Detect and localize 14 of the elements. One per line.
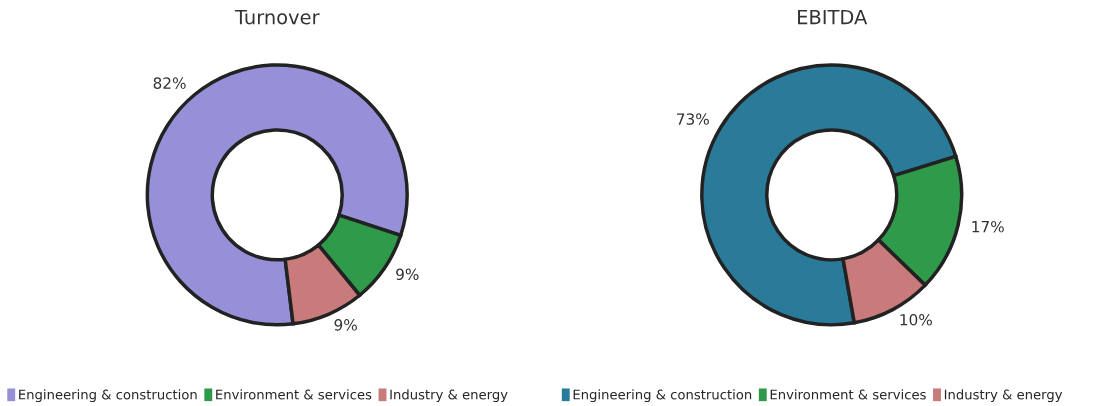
data-label: 73% xyxy=(677,113,709,125)
chart-title: Turnover xyxy=(234,9,320,25)
data-label: 10% xyxy=(900,313,932,326)
legend-label: Engineering & construction xyxy=(573,389,752,403)
legend-label: Industry & energy xyxy=(944,389,1063,403)
data-label: 82% xyxy=(153,77,186,89)
data-label: 9% xyxy=(396,268,419,281)
data-label: 9% xyxy=(334,319,357,331)
legend-label: Industry & energy xyxy=(390,389,508,403)
legend-label: Engineering & construction xyxy=(19,389,197,403)
data-label: 17% xyxy=(972,220,1004,233)
chart-title: EBITDA xyxy=(798,9,868,25)
legend-label: Environment & services xyxy=(216,389,372,400)
legend-label: Environment & services xyxy=(770,389,926,400)
